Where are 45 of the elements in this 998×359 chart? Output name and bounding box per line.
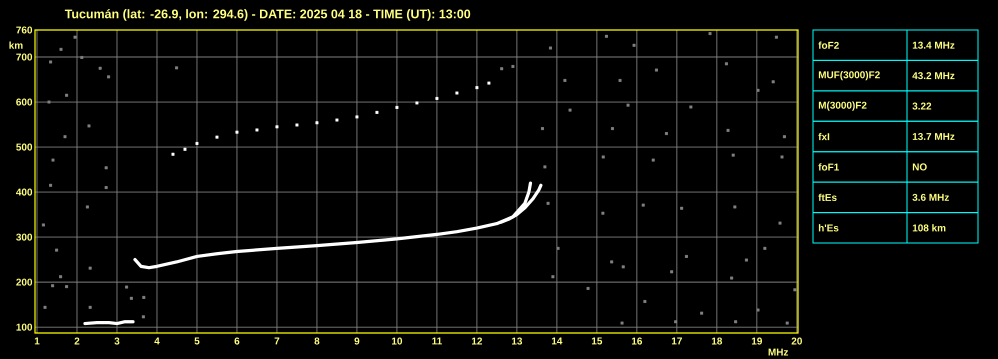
x-tick-label: 16 xyxy=(632,338,642,345)
y-tick-label: 100 xyxy=(16,324,32,331)
x-tick-label: 2 xyxy=(74,338,80,344)
y-tick-label: 760 xyxy=(16,26,32,34)
x-tick-label: 14 xyxy=(552,338,562,344)
x-tick-label: 1 xyxy=(34,338,40,344)
text: 3.22 xyxy=(912,102,932,110)
y-tick-label: 500 xyxy=(16,144,32,151)
x-tick-label: 19 xyxy=(752,338,762,345)
y-tick-label: 200 xyxy=(16,278,32,286)
text: MUF(3000)F2 xyxy=(818,71,880,80)
x-tick-label: 10 xyxy=(392,338,402,345)
x-tick-label: 9 xyxy=(354,338,360,345)
x-tick-label: 7 xyxy=(274,338,280,344)
chart-title: Tucumán (lat: -26.9, lon: 294.6) - DATE: 2025 04 18 - TIME (UT): 13:00 xyxy=(64,9,470,21)
y-tick-label: 700 xyxy=(16,53,32,61)
text: foF1 xyxy=(818,163,839,171)
x-axis-title: MHz xyxy=(768,348,788,356)
x-tick-label: 11 xyxy=(432,338,442,344)
text: M(3000)F2 xyxy=(818,101,867,111)
x-tick-label: 18 xyxy=(712,338,722,345)
y-tick-label: 400 xyxy=(16,188,32,196)
x-tick-label: 8 xyxy=(314,338,320,345)
x-tick-label: 17 xyxy=(672,338,682,344)
text: h'Es xyxy=(818,224,838,232)
x-tick-label: 4 xyxy=(154,338,160,344)
text: ftEs xyxy=(818,194,837,202)
y-tick-label: 300 xyxy=(16,234,32,241)
x-tick-label: 6 xyxy=(234,338,240,345)
x-tick-label: 3 xyxy=(114,338,120,345)
x-tick-label: 15 xyxy=(592,338,602,344)
y-tick-label: 600 xyxy=(16,98,32,106)
x-tick-label: 5 xyxy=(194,338,200,344)
text: NO xyxy=(912,163,927,170)
text: 13.4 MHz xyxy=(912,42,954,49)
text: 108 km xyxy=(912,224,946,232)
text: 3.6 MHz xyxy=(912,194,949,201)
x-tick-label: 12 xyxy=(472,338,482,344)
text: fxI xyxy=(818,132,830,140)
text: foF2 xyxy=(818,42,839,49)
text: 43.2 MHz xyxy=(912,72,954,80)
text: 13.7 MHz xyxy=(912,132,954,140)
y-axis-title: km xyxy=(9,42,23,49)
x-tick-label: 13 xyxy=(512,338,522,345)
x-tick-label: 20 xyxy=(792,338,802,345)
